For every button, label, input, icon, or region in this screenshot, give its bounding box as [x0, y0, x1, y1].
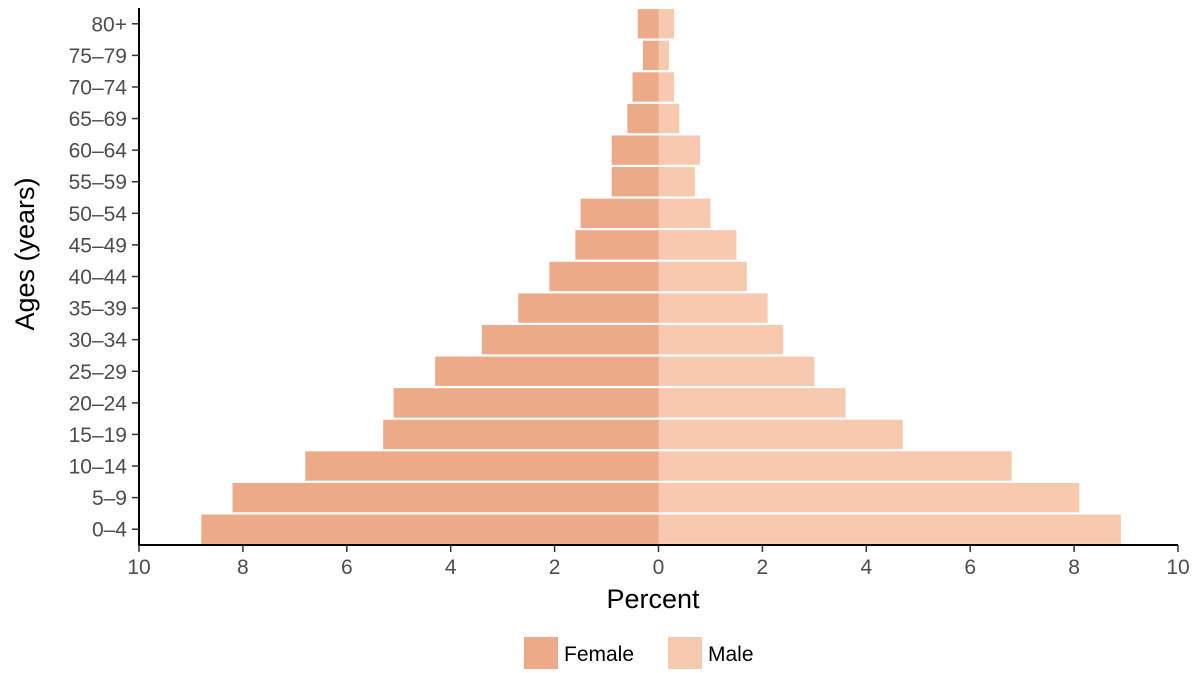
y-tick-label: 40–44: [69, 266, 128, 289]
bar-male-8: [658, 261, 747, 292]
y-tick-label: 35–39: [69, 298, 127, 321]
bar-female-3: [383, 419, 659, 450]
y-tick-label: 45–49: [69, 234, 127, 257]
bar-female-12: [611, 135, 659, 165]
bar-male-2: [658, 451, 1012, 481]
y-tick-label: 50–54: [69, 203, 128, 226]
bar-male-3: [658, 419, 903, 450]
bar-male-14: [658, 72, 675, 102]
bar-female-9: [575, 230, 659, 260]
bar-female-8: [549, 261, 659, 292]
x-tick-label: 2: [549, 556, 561, 579]
x-tick-label: 8: [237, 556, 249, 579]
bar-male-0: [658, 514, 1121, 544]
bar-female-7: [518, 293, 659, 323]
x-tick-label: 10: [1166, 556, 1189, 579]
bar-male-15: [658, 40, 669, 71]
bar-male-12: [658, 135, 701, 165]
bars-layer: [201, 9, 1121, 544]
bar-female-10: [580, 198, 659, 229]
y-tick-label: 75–79: [69, 45, 127, 68]
x-tick-label: 0: [653, 556, 665, 579]
bar-male-4: [658, 388, 846, 418]
y-tick-label: 20–24: [69, 392, 128, 415]
bar-male-10: [658, 198, 711, 229]
y-tick-label: 65–69: [69, 108, 127, 131]
bar-female-1: [232, 482, 659, 513]
bar-female-0: [201, 514, 659, 544]
bar-male-6: [658, 324, 784, 355]
y-tick-label: 25–29: [69, 361, 127, 384]
y-tick-label: 0–4: [92, 519, 127, 542]
y-axis-title: Ages (years): [10, 177, 40, 330]
y-tick-label: 70–74: [69, 76, 128, 99]
bar-female-4: [393, 388, 659, 418]
y-tick-label: 55–59: [69, 171, 127, 194]
bar-male-9: [658, 230, 737, 260]
bar-male-1: [658, 482, 1080, 513]
legend: Female Male: [524, 637, 754, 669]
bar-male-5: [658, 356, 815, 386]
bar-male-11: [658, 167, 695, 197]
y-tick-label: 80+: [91, 13, 127, 36]
y-tick-label: 15–19: [69, 424, 127, 447]
x-axis-title: Percent: [606, 584, 700, 614]
x-tick-label: 6: [964, 556, 976, 579]
legend-key-female: [524, 637, 558, 669]
bar-female-16: [637, 9, 659, 39]
bar-female-11: [611, 167, 659, 197]
x-tick-label: 4: [445, 556, 457, 579]
bar-male-13: [658, 103, 680, 134]
bar-female-6: [481, 324, 659, 355]
bar-female-15: [642, 40, 659, 71]
y-tick-label: 10–14: [69, 456, 128, 479]
legend-label-male: Male: [708, 643, 754, 666]
x-tick-label: 4: [860, 556, 872, 579]
x-tick-label: 6: [341, 556, 353, 579]
x-tick-label: 8: [1068, 556, 1080, 579]
legend-label-female: Female: [564, 643, 634, 666]
bar-female-13: [627, 103, 659, 134]
y-tick-label: 60–64: [69, 140, 128, 163]
bar-female-2: [305, 451, 659, 481]
y-tick-label: 5–9: [92, 487, 127, 510]
x-tick-label: 10: [127, 556, 150, 579]
x-tick-label: 2: [757, 556, 769, 579]
y-tick-label: 30–34: [69, 329, 128, 352]
bar-male-7: [658, 293, 768, 323]
ticks-layer: 10 8 6 4 2 0 2 4 6 8 100–45–910–1415–1920–2425–293…: [69, 13, 1190, 579]
legend-key-male: [668, 637, 702, 669]
bar-male-16: [658, 9, 675, 39]
bar-female-14: [632, 72, 659, 102]
bar-female-5: [435, 356, 659, 386]
